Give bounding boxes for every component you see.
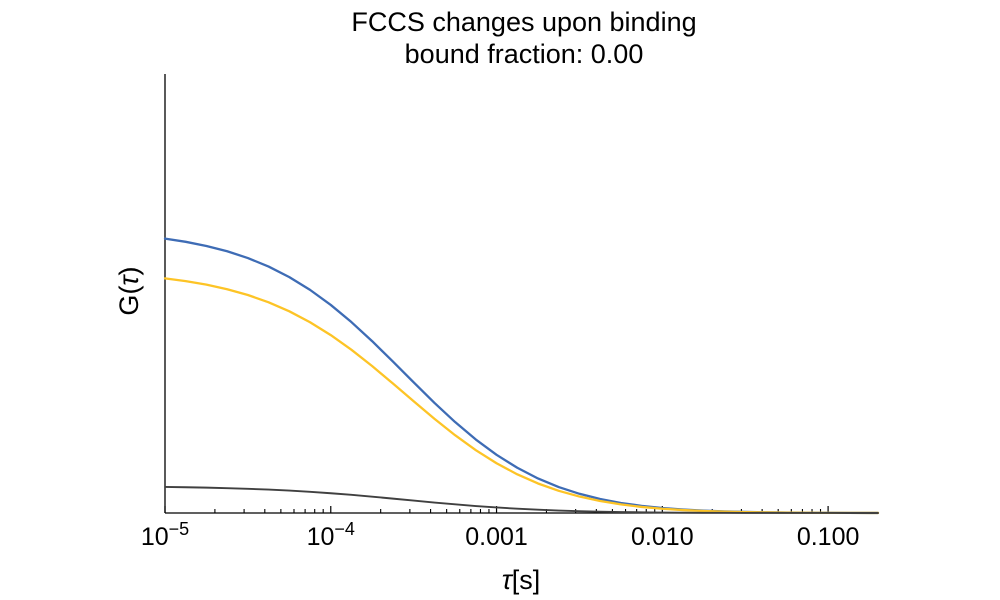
x-axis-label: τ[s] xyxy=(502,565,541,595)
plot-title: FCCS changes upon binding xyxy=(351,7,696,37)
x-tick-label-exponent: −4 xyxy=(334,519,355,539)
y-axis-label: G(τ) xyxy=(114,266,144,315)
x-tick-label: 0.010 xyxy=(631,523,694,551)
y-axis-label-tau: τ xyxy=(114,274,144,286)
plot-subtitle: bound fraction: 0.00 xyxy=(405,39,644,69)
x-axis-label-unit: [s] xyxy=(512,565,541,595)
plot-curve-series-2 xyxy=(163,277,880,515)
x-tick-label-base: 10 xyxy=(307,523,335,551)
x-tick-label-exponent: −5 xyxy=(169,519,190,539)
x-tick-label: 0.100 xyxy=(797,523,860,551)
plot-area: 10−5 10−4 0.001 0.010 0.100 xyxy=(141,74,880,551)
y-axis-label-pre: G( xyxy=(114,286,144,316)
x-axis-label-tau: τ xyxy=(502,565,514,595)
x-tick-label: 10−5 xyxy=(141,519,189,551)
x-tick-label-base: 10 xyxy=(141,523,169,551)
plot-curve-series-1 xyxy=(163,237,880,515)
y-axis-label-post: ) xyxy=(114,266,144,275)
x-axis-major-ticks: 10−5 10−4 0.001 0.010 0.100 xyxy=(141,506,860,551)
x-tick-label: 0.001 xyxy=(465,523,528,551)
plot-curve-series-3 xyxy=(164,485,879,514)
x-tick-label: 10−4 xyxy=(307,519,355,551)
